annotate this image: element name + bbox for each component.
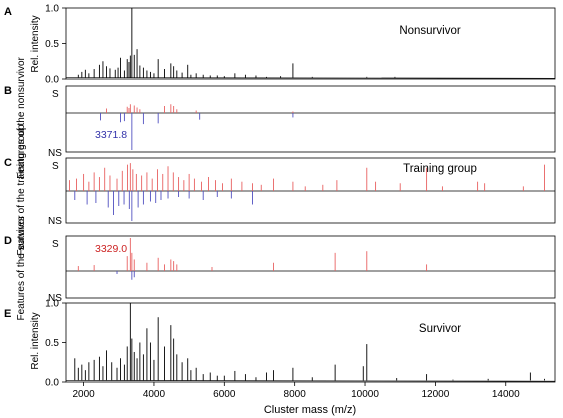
panel-a-frame <box>65 7 556 80</box>
panel-b-ylabel-text: Features of the nonsurvivor <box>16 56 27 178</box>
panel-b-ns-label: NS <box>48 148 62 159</box>
panel-d-ns-label: NS <box>48 293 62 304</box>
panel-b: B Features of the nonsurvivor S NS 3371.… <box>4 56 556 179</box>
x-tick-label: 2000 <box>72 389 95 400</box>
panel-letter-b: B <box>4 85 12 97</box>
panel-b-annotation: 3371.8 <box>95 129 127 141</box>
panel-c-s-label: S <box>52 161 59 172</box>
y-tick-label: 0.0 <box>45 378 59 389</box>
x-axis-title: Cluster mass (m/z) <box>264 404 356 416</box>
panel-c-frame <box>65 157 556 224</box>
x-tick-label: 8000 <box>284 389 307 400</box>
y-tick-label: 0.0 <box>45 75 59 86</box>
panel-letter-c: C <box>4 157 12 169</box>
panel-d-ylabel: Features of the survivor <box>16 215 27 321</box>
panel-e-ylabel: Rel. intensity <box>30 312 41 369</box>
spectrum-baseline <box>65 77 556 79</box>
y-tick-label: 0.5 <box>45 39 59 50</box>
panel-letter-a: A <box>4 6 12 18</box>
y-tick-label: 1.0 <box>45 299 59 310</box>
panel-d-frame <box>65 235 556 299</box>
panel-c-ylabel: Features of the training group <box>16 124 27 256</box>
panel-e-title: Survivor <box>419 323 461 335</box>
panel-a-ylabel: Rel. intensity <box>30 15 41 72</box>
panel-letter-d: D <box>4 235 12 247</box>
panel-b-s-label: S <box>52 89 59 100</box>
panel-d-ylabel-text: Features of the survivor <box>16 215 27 321</box>
x-tick-label: 4000 <box>143 389 166 400</box>
panel-letter-e: E <box>4 308 11 320</box>
x-tick-label: 12000 <box>421 389 449 400</box>
panel-b-ylabel: Features of the nonsurvivor <box>16 56 27 178</box>
panel-a: A Rel. intensity Nonsurvivor 0.0 0.5 1.0 <box>4 4 556 86</box>
x-tick-label: 10000 <box>351 389 379 400</box>
panel-c-ns-label: NS <box>48 216 62 227</box>
panel-d-annotation: 3329.0 <box>95 243 127 255</box>
y-tick-label: 1.0 <box>45 4 59 15</box>
spectrum-baseline <box>65 380 556 382</box>
panel-d-s-label: S <box>52 239 59 250</box>
panel-a-title: Nonsurvivor <box>399 25 461 37</box>
y-tick-label: 0.5 <box>45 338 59 349</box>
x-tick-label: 14000 <box>492 389 520 400</box>
panel-c: C Features of the training group S NS Tr… <box>4 124 556 256</box>
panel-b-frame <box>65 85 556 153</box>
panel-c-title: Training group <box>403 163 477 175</box>
panel-e-frame <box>65 302 556 383</box>
panel-c-ylabel-text: Features of the training group <box>16 124 27 256</box>
panel-e: E Rel. intensity Survivor 0.0 0.5 1.0 2000 4… <box>4 299 556 416</box>
panel-d: D Features of the survivor S NS 3329.0 <box>4 215 556 321</box>
x-tick-label: 6000 <box>213 389 236 400</box>
